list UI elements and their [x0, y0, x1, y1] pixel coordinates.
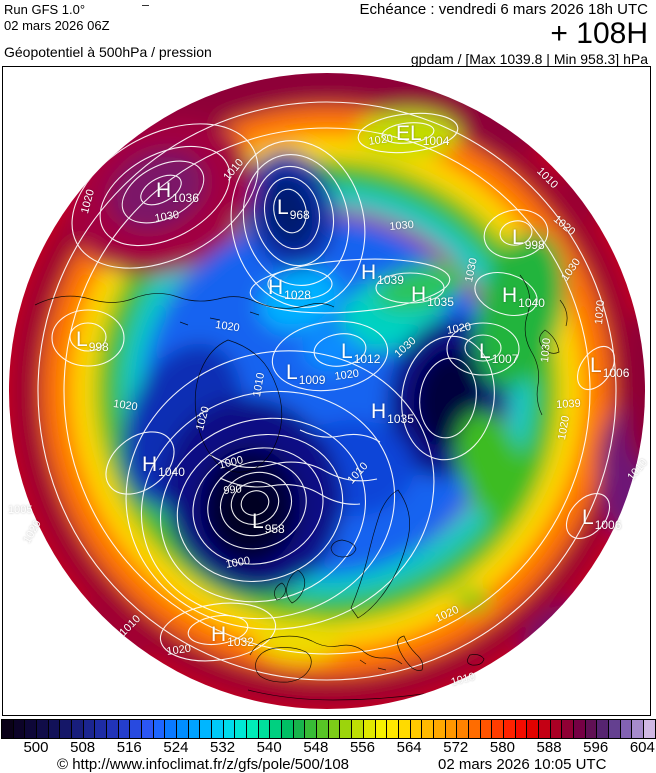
colorbar-tick-label: 508: [70, 739, 96, 756]
colorbar-cell: [72, 720, 84, 738]
run-date-label: 02 mars 2026 06Z: [4, 18, 110, 33]
colorbar-cell: [188, 720, 201, 738]
colorbar-cell: [538, 720, 551, 738]
colorbar-cell: [492, 720, 504, 738]
colorbar-tick-label: 604: [629, 739, 655, 756]
generated-date-label: 02 mars 2026 10:05 UTC: [438, 756, 607, 773]
colorbar-cell: [387, 720, 399, 738]
colorbar-cell: [153, 720, 166, 738]
colorbar-cell: [177, 720, 189, 738]
colorbar-tick-label: 540: [256, 739, 282, 756]
colorbar-cell: [573, 720, 586, 738]
colorbar-tick-label: 532: [210, 739, 236, 756]
colorbar-cell: [247, 720, 259, 738]
colorbar-cell: [200, 720, 213, 738]
forecast-hour-label: + 108H: [550, 17, 648, 50]
colorbar-cell: [37, 720, 49, 738]
colorbar-tick-label: 548: [303, 739, 329, 756]
colorbar-cell: [480, 720, 493, 738]
colorbar-cell: [457, 720, 469, 738]
colorbar-cell: [130, 720, 143, 738]
colorbar-cell: [83, 720, 96, 738]
colorbar-cell: [468, 720, 481, 738]
colorbar-cell: [410, 720, 423, 738]
colorbar-tick-label: 596: [583, 739, 609, 756]
colorbar-tick-label: 580: [489, 739, 515, 756]
colorbar-cell: [585, 720, 598, 738]
colorbar-cell: [305, 720, 318, 738]
colorbar-cell: [25, 720, 38, 738]
colorbar-cell: [293, 720, 306, 738]
colorbar-cell: [328, 720, 341, 738]
colorbar-cell: [608, 720, 621, 738]
forecast-info: Echéance : vendredi 6 mars 2026 18h UTC …: [360, 1, 649, 67]
colorbar-cell: [60, 720, 73, 738]
colorbar-ticks: 500 508 516 524 532 540 548 556 564 572 580 588 596 6…: [1, 739, 655, 756]
colorbar-cell: [165, 720, 178, 738]
footer: © http://www.infoclimat.fr/z/gfs/pole/50…: [0, 756, 656, 773]
colorbar-cell: [375, 720, 388, 738]
colorbar-tick-label: 556: [349, 739, 375, 756]
colorbar-cell: [258, 720, 271, 738]
colorbar-cell: [212, 720, 224, 738]
pressure-contours: [37, 101, 617, 681]
polar-map-container: H1036 L968 EL1004 L998 H1039 H1028 H1035 H1040 L…: [2, 5, 651, 716]
colorbar-cell: [550, 720, 563, 738]
colorbar-tick-label: 564: [396, 739, 422, 756]
colorbar-cell: [515, 720, 528, 738]
colorbar-cell: [317, 720, 329, 738]
colorbar-tick-label: 524: [163, 739, 189, 756]
source-url-label: © http://www.infoclimat.fr/z/gfs/pole/50…: [57, 756, 350, 773]
polar-map-svg: [2, 66, 651, 716]
colorbar-cell: [562, 720, 574, 738]
geopotential-color-field: [9, 73, 645, 709]
colorbar-cell: [445, 720, 458, 738]
stray-mark: [142, 5, 149, 6]
colorbar: [1, 719, 656, 739]
run-info: Run GFS 1.0° 02 mars 2026 06Z: [4, 2, 110, 34]
colorbar-cell: [107, 720, 119, 738]
colorbar-tick-label: 500: [23, 739, 49, 756]
colorbar-cell: [118, 720, 131, 738]
colorbar-cell: [620, 720, 633, 738]
colorbar-cell: [270, 720, 283, 738]
colorbar-cell: [235, 720, 248, 738]
colorbar-cell: [433, 720, 446, 738]
map-frame: [2, 66, 651, 716]
colorbar-tick-label: 516: [116, 739, 142, 756]
colorbar-cell: [13, 720, 26, 738]
colorbar-cell: [503, 720, 516, 738]
colorbar-cell: [363, 720, 376, 738]
run-model-label: Run GFS 1.0°: [4, 2, 86, 17]
colorbar-cell: [48, 720, 61, 738]
colorbar-cell: [95, 720, 108, 738]
units-minmax-label: gpdam / [Max 1039.8 | Min 958.3] hPa: [410, 51, 648, 67]
colorbar-tick-label: 572: [443, 739, 469, 756]
colorbar-cell: [282, 720, 294, 738]
variable-label: Géopotentiel à 500hPa / pression: [4, 44, 212, 60]
colorbar-cell: [142, 720, 154, 738]
colorbar-cell: [632, 720, 644, 738]
colorbar-cell: [643, 720, 655, 738]
colorbar-cell: [527, 720, 539, 738]
echeance-label: Echéance : vendredi 6 mars 2026 18h UTC: [359, 1, 649, 18]
colorbar-cell: [597, 720, 609, 738]
colorbar-cell: [352, 720, 364, 738]
colorbar-cell: [2, 720, 14, 738]
colorbar-cell: [223, 720, 236, 738]
colorbar-tick-label: 588: [536, 739, 562, 756]
colorbar-cell: [340, 720, 353, 738]
colorbar-cell: [422, 720, 434, 738]
colorbar-cell: [398, 720, 411, 738]
